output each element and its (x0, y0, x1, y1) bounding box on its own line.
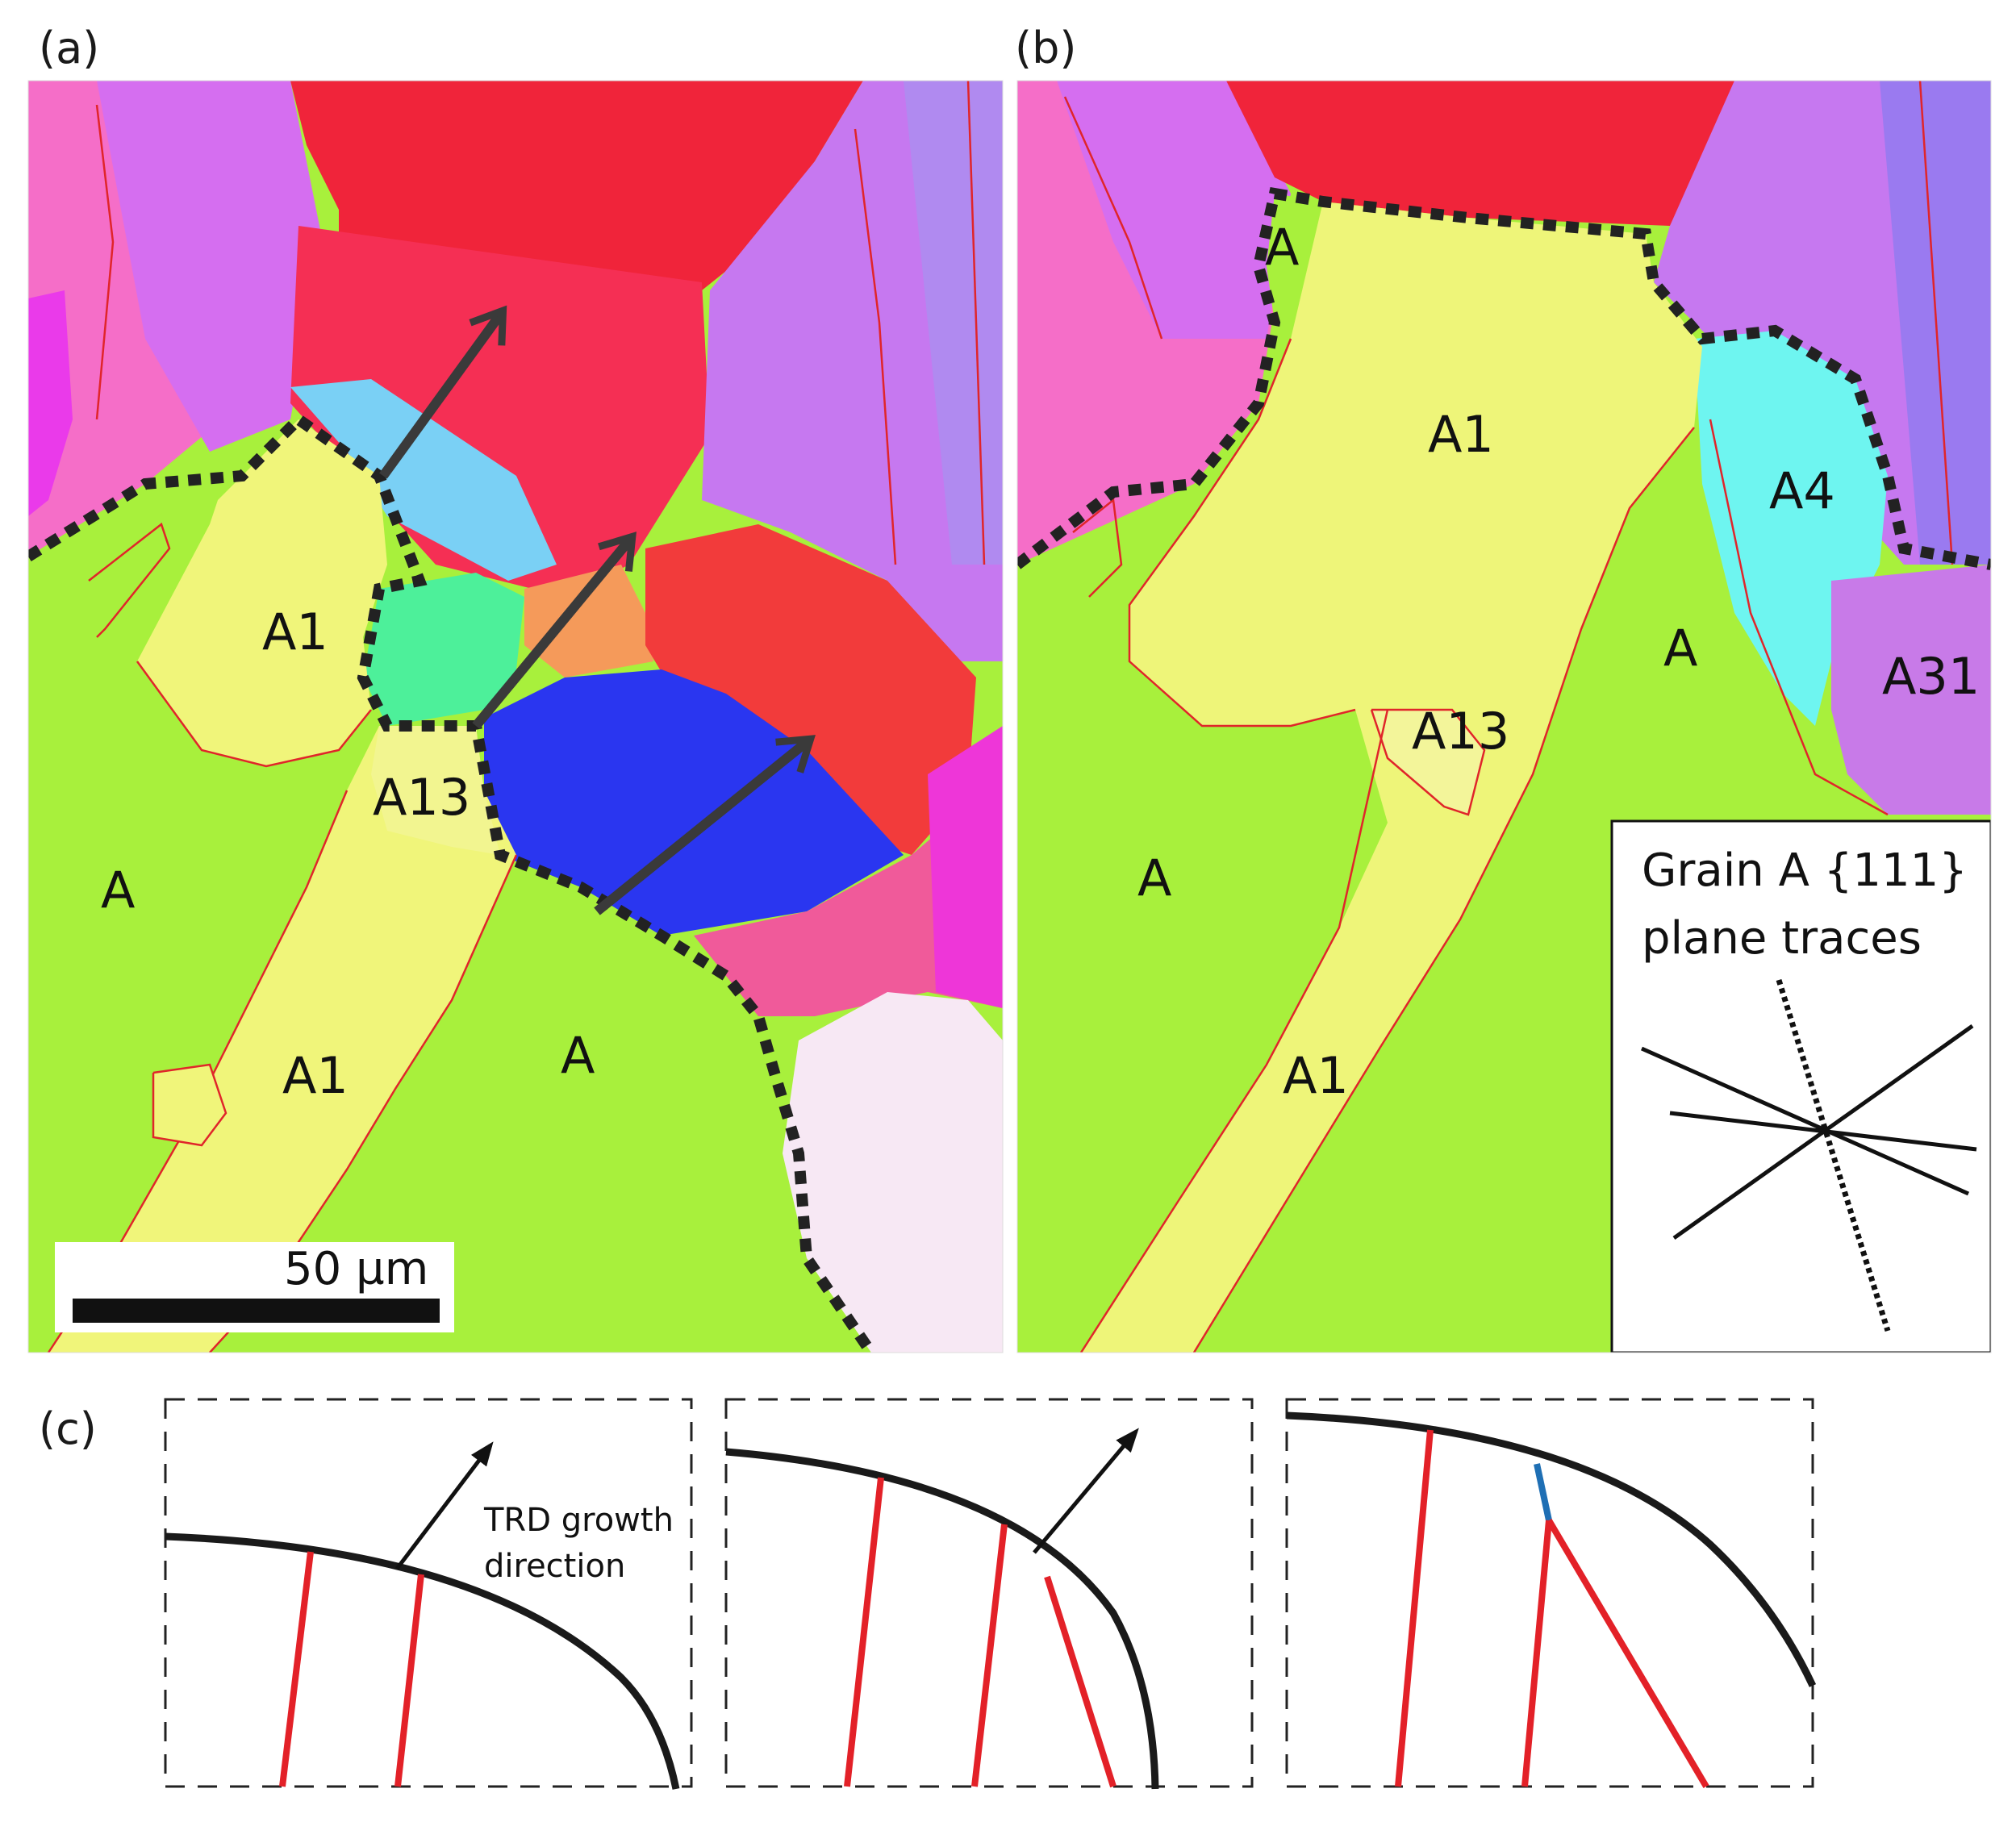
annotation-line2: direction (484, 1548, 625, 1585)
schematic-box-2 (724, 1398, 1254, 1788)
twin-line (844, 1477, 884, 1787)
panel-a-ebsd-map: A1 A13 A A1 A 50 µm (28, 81, 1003, 1353)
inset-title-line1: Grain A {111} (1642, 844, 1968, 897)
panel-a-letter: (a) (39, 23, 99, 73)
growth-arrow (472, 532, 637, 729)
grain-orange (524, 565, 653, 678)
grain-boundary-curve (725, 1448, 1159, 1790)
inset-plane-traces: Grain A {111} plane traces (1610, 819, 1991, 1353)
twin-boundary (1128, 338, 1356, 728)
label-a13: A13 (1412, 702, 1509, 761)
panel-a-frame (27, 80, 1004, 1353)
grain-a1-top (137, 419, 387, 766)
panel-b-ebsd-map: A A1 A4 A A31 A13 A A1 Grain A {111} pla… (1017, 81, 1991, 1353)
panel-c-schematic: TRD growth direction (164, 1398, 1817, 1790)
twin-boundary (1079, 709, 1389, 1353)
grain-a31 (1831, 565, 1991, 815)
grain-boundary-curve (1286, 1411, 1817, 1687)
label-a1-top: A1 (262, 602, 328, 661)
grain-a13 (371, 726, 500, 855)
twin-line (1395, 1429, 1434, 1787)
label-a-left: A (1137, 848, 1171, 907)
label-a-right: A (1663, 619, 1697, 678)
inset-box (1610, 819, 1991, 1353)
scale-bar-label: 50 µm (284, 1243, 428, 1295)
grain-pale (783, 992, 1003, 1353)
twin-boundary (1072, 498, 1123, 598)
twin-boundary (966, 81, 986, 565)
grain-pink-lower (694, 807, 1003, 1016)
grain-green (363, 573, 524, 726)
scale-bar (73, 1299, 440, 1323)
twin-line (1044, 1575, 1117, 1788)
label-a1-top: A1 (1428, 405, 1494, 464)
inset-title-line2: plane traces (1642, 912, 1922, 965)
panel-b-letter: (b) (1015, 23, 1076, 73)
annotation-line1: TRD growth (483, 1502, 674, 1539)
plane-trace (1640, 1046, 1970, 1196)
grain-red-top (1226, 81, 1743, 226)
grain-violet-left (97, 81, 323, 452)
plane-trace-dashed (1776, 978, 1891, 1332)
growth-arrow (594, 735, 816, 915)
grain-light-blue (290, 379, 557, 581)
plane-trace (1672, 1024, 1974, 1240)
twin-line (394, 1574, 424, 1787)
grain-boundary-curve (165, 1532, 680, 1790)
panel-b-frame (1016, 80, 1992, 1353)
twin-boundary (1918, 81, 1954, 565)
label-a-left: A (101, 861, 135, 919)
label-a4: A4 (1769, 461, 1835, 520)
schematic-box-1 (164, 1398, 693, 1788)
twin-boundary (1063, 96, 1163, 340)
panel-c-letter: (c) (39, 1403, 97, 1454)
label-a-top: A (1265, 218, 1299, 277)
label-a31: A31 (1882, 647, 1980, 706)
twin-boundary (152, 1063, 227, 1147)
twin-boundary (1709, 419, 1889, 816)
grain-a13 (1371, 710, 1484, 815)
schematic-box-3 (1285, 1398, 1814, 1788)
label-a13: A13 (373, 768, 470, 827)
grain-lavender-right (904, 81, 1003, 565)
twin-line (1521, 1520, 1552, 1787)
boundary-segment-blue (1534, 1463, 1552, 1521)
twin-boundary (854, 128, 897, 565)
label-a1-bottom: A1 (282, 1046, 349, 1105)
grain-violet-left (1057, 81, 1291, 339)
grain-a1 (1081, 202, 1702, 1353)
grain-a1-island (153, 1065, 226, 1145)
grain-magenta-right (928, 726, 1003, 1008)
twin-boundary (88, 522, 171, 638)
label-a1-bottom: A1 (1283, 1046, 1349, 1105)
twin-line (1546, 1518, 1709, 1789)
twin-line (971, 1524, 1008, 1787)
twin-boundary (1192, 427, 1695, 1353)
label-a-center: A (561, 1026, 595, 1085)
grain-magenta-edge (28, 290, 73, 516)
growth-arrow (379, 305, 507, 479)
grain-red-right (645, 524, 976, 855)
twin-line (279, 1551, 314, 1787)
growth-direction-arrow (1033, 1428, 1139, 1554)
grain-blue (484, 669, 904, 936)
grain-a1-band (48, 726, 516, 1353)
growth-direction-arrow (395, 1441, 494, 1570)
twin-boundary (136, 661, 372, 768)
grain-a-small (1267, 194, 1323, 323)
twin-boundary (1370, 708, 1486, 816)
twin-boundary (95, 104, 115, 420)
